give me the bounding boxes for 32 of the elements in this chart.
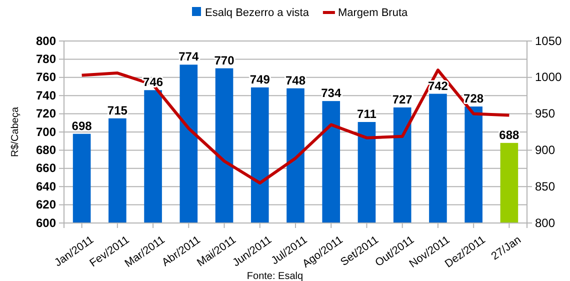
y-tick-label: 700 <box>36 124 56 139</box>
data-label: 728 <box>464 92 484 106</box>
data-label: 774 <box>178 50 199 64</box>
y2-tick-label: 1000 <box>535 70 562 84</box>
y-tick-label: 680 <box>36 143 56 158</box>
legend-label: Margem Bruta <box>338 7 409 19</box>
y2-tick-label: 950 <box>535 106 556 121</box>
source-note: Fonte: Esalq <box>246 271 304 281</box>
y-tick-label: 660 <box>36 161 56 176</box>
y-axis-title: R$/Cabeça <box>10 106 21 158</box>
y2-tick-label: 800 <box>535 216 556 230</box>
y2-tick-label: 850 <box>535 179 556 194</box>
y-tick-label: 620 <box>36 198 56 212</box>
data-label: 715 <box>107 103 128 118</box>
data-label: 688 <box>499 128 520 142</box>
data-label: 727 <box>392 92 413 106</box>
data-label: 748 <box>285 73 306 88</box>
y2-tick-label: 1050 <box>535 34 562 48</box>
y-tick-label: 780 <box>36 52 56 66</box>
y-tick-label: 640 <box>36 179 56 194</box>
data-label: 749 <box>250 72 270 86</box>
data-label: 770 <box>214 53 235 68</box>
y-tick-label: 760 <box>36 70 56 84</box>
y-tick-label: 740 <box>36 88 56 102</box>
y2-tick-label: 900 <box>535 143 556 158</box>
data-label: 698 <box>72 118 92 133</box>
legend-label: Esalq Bezerro a vista <box>205 7 310 19</box>
y-tick-label: 800 <box>36 34 56 48</box>
data-label: 734 <box>321 86 342 100</box>
data-label: 711 <box>357 106 377 121</box>
y-tick-label: 720 <box>36 106 56 121</box>
y-tick-label: 600 <box>36 216 56 230</box>
